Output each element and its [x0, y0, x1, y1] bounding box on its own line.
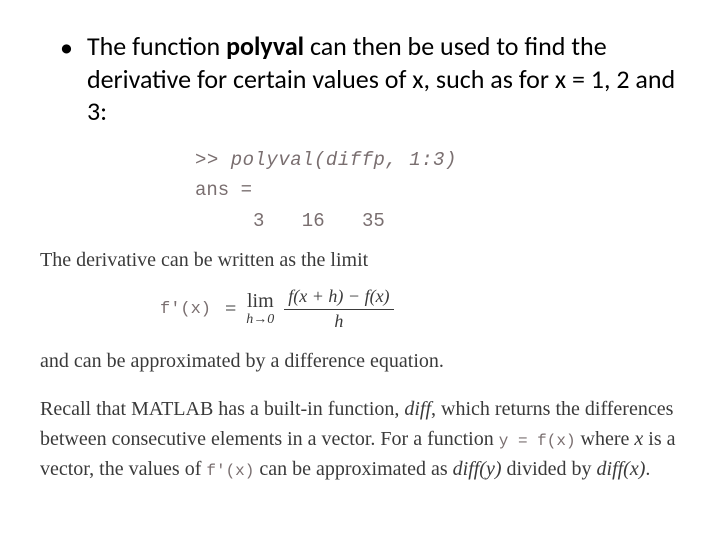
bullet-text: The function polyval can then be used to… — [87, 30, 680, 128]
paragraph-1: The derivative can be written as the lim… — [40, 245, 680, 275]
formula-lim-sub: h→0 — [246, 313, 274, 327]
p3-diff1: diff — [404, 398, 431, 420]
formula-lim: lim h→0 — [246, 291, 274, 327]
derivative-limit-formula: f'(x) = lim h→0 f(x + h) − f(x) h — [160, 287, 680, 332]
p3-yfx: y = f(x) — [499, 432, 576, 450]
code-line-2: ans = — [195, 176, 680, 205]
bullet-item: • The function polyval can then be used … — [40, 30, 680, 128]
paragraph-3: Recall that MATLAB has a built-in functi… — [40, 394, 680, 484]
bullet-marker: • — [60, 32, 73, 63]
p3-t1: Recall that MATLAB has a built-in functi… — [40, 398, 404, 420]
bullet-pre: The function — [87, 30, 226, 62]
p3-fpx: f'(x) — [206, 462, 254, 480]
p3-t6: divided by — [502, 458, 597, 480]
bullet-bold: polyval — [226, 30, 304, 62]
code-block: >> polyval(diffp, 1:3) ans = 3 16 35 — [195, 146, 680, 236]
paragraph-2: and can be approximated by a difference … — [40, 346, 680, 376]
p3-t7: . — [645, 458, 650, 480]
code-line-3: 3 16 35 — [253, 207, 680, 236]
formula-fprime: f'(x) — [160, 300, 211, 319]
code-line-1: >> polyval(diffp, 1:3) — [195, 146, 680, 175]
formula-numerator: f(x + h) − f(x) — [284, 287, 393, 310]
formula-denominator: h — [334, 310, 343, 332]
formula-fraction: f(x + h) − f(x) h — [284, 287, 393, 332]
formula-equals: = — [225, 298, 236, 321]
p3-x: x — [634, 428, 643, 450]
p3-diffy: diff(y) — [453, 458, 502, 480]
formula-lim-top: lim — [247, 291, 274, 311]
p3-t5: can be approximated as — [254, 458, 452, 480]
p3-diffx: diff(x) — [597, 458, 646, 480]
p3-t3: where — [576, 428, 635, 450]
